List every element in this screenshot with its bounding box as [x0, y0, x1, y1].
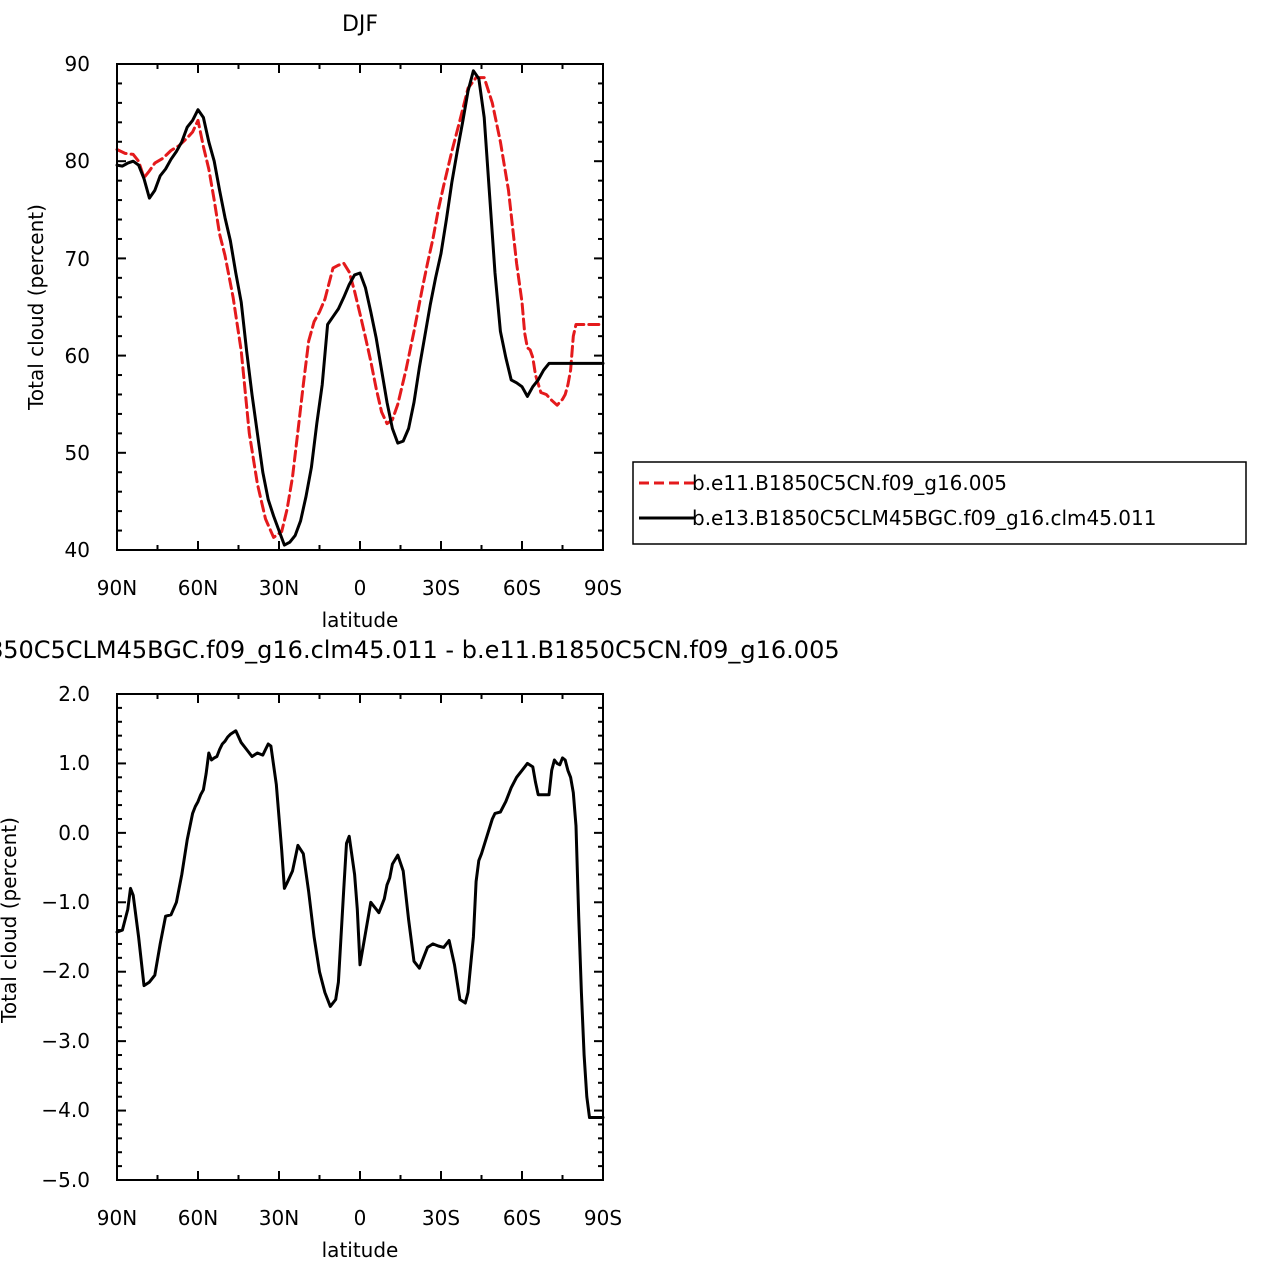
- bottom-panel: b.e13.B1850C5CLM45BGC.f09_g16.clm45.011 …: [0, 636, 840, 1262]
- series-line-1: [115, 76, 605, 539]
- top-x-axis-label: latitude: [322, 608, 399, 632]
- bottom-ticks: [116, 693, 604, 1181]
- x-tick-label: 60N: [178, 576, 218, 600]
- y-tick-label: 80: [65, 149, 90, 173]
- top-lines: [115, 69, 605, 547]
- x-tick-label: 90S: [584, 1206, 622, 1230]
- bottom-x-tick-labels: 90N 60N 30N 0 30S 60S 90S: [97, 1206, 622, 1230]
- y-tick-label: 50: [65, 441, 90, 465]
- x-tick-label: 30S: [422, 576, 460, 600]
- legend: b.e11.B1850C5CN.f09_g16.005 b.e13.B1850C…: [632, 461, 1247, 545]
- legend-label: b.e11.B1850C5CN.f09_g16.005: [692, 471, 1007, 495]
- x-tick-label: 90N: [97, 1206, 137, 1230]
- series-line-2: [115, 69, 605, 547]
- bottom-y-tick-labels: 2.0 1.0 0.0 −1.0 −2.0 −3.0 −4.0 −5.0: [41, 682, 90, 1192]
- top-y-tick-labels: 40 50 60 70 80 90: [65, 52, 90, 562]
- x-tick-label: 0: [354, 1206, 367, 1230]
- legend-box: [632, 461, 1247, 545]
- series-line-1: [115, 729, 605, 1119]
- y-tick-label: −2.0: [41, 959, 90, 983]
- y-tick-label: 60: [65, 344, 90, 368]
- legend-label: b.e13.B1850C5CLM45BGC.f09_g16.clm45.011: [692, 506, 1156, 530]
- y-tick-label: 70: [65, 247, 90, 271]
- y-tick-label: −3.0: [41, 1029, 90, 1053]
- bottom-lines: [115, 729, 605, 1119]
- bottom-y-axis-label: Total cloud (percent): [0, 817, 21, 1024]
- y-tick-label: 2.0: [58, 682, 90, 706]
- x-tick-label: 60N: [178, 1206, 218, 1230]
- x-tick-label: 30S: [422, 1206, 460, 1230]
- x-tick-label: 0: [354, 576, 367, 600]
- top-x-tick-labels: 90N 60N 30N 0 30S 60S 90S: [97, 576, 622, 600]
- y-tick-label: 1.0: [58, 751, 90, 775]
- x-tick-label: 60S: [503, 576, 541, 600]
- x-tick-label: 60S: [503, 1206, 541, 1230]
- bottom-x-axis-label: latitude: [322, 1238, 399, 1262]
- x-tick-label: 30N: [259, 1206, 299, 1230]
- top-y-axis-label: Total cloud (percent): [24, 204, 48, 411]
- y-tick-label: 40: [65, 538, 90, 562]
- y-tick-label: −5.0: [41, 1168, 90, 1192]
- x-tick-label: 30N: [259, 576, 299, 600]
- y-tick-label: 0.0: [58, 821, 90, 845]
- y-tick-label: −4.0: [41, 1098, 90, 1122]
- x-tick-label: 90N: [97, 576, 137, 600]
- x-tick-label: 90S: [584, 576, 622, 600]
- top-panel: DJF 40 50 60 70 80 90 90N 60N 30N 0 30S …: [24, 12, 622, 632]
- bottom-title: b.e13.B1850C5CLM45BGC.f09_g16.clm45.011 …: [0, 636, 840, 664]
- top-title: DJF: [342, 12, 378, 37]
- y-tick-label: 90: [65, 52, 90, 76]
- top-ticks: [116, 63, 604, 551]
- y-tick-label: −1.0: [41, 890, 90, 914]
